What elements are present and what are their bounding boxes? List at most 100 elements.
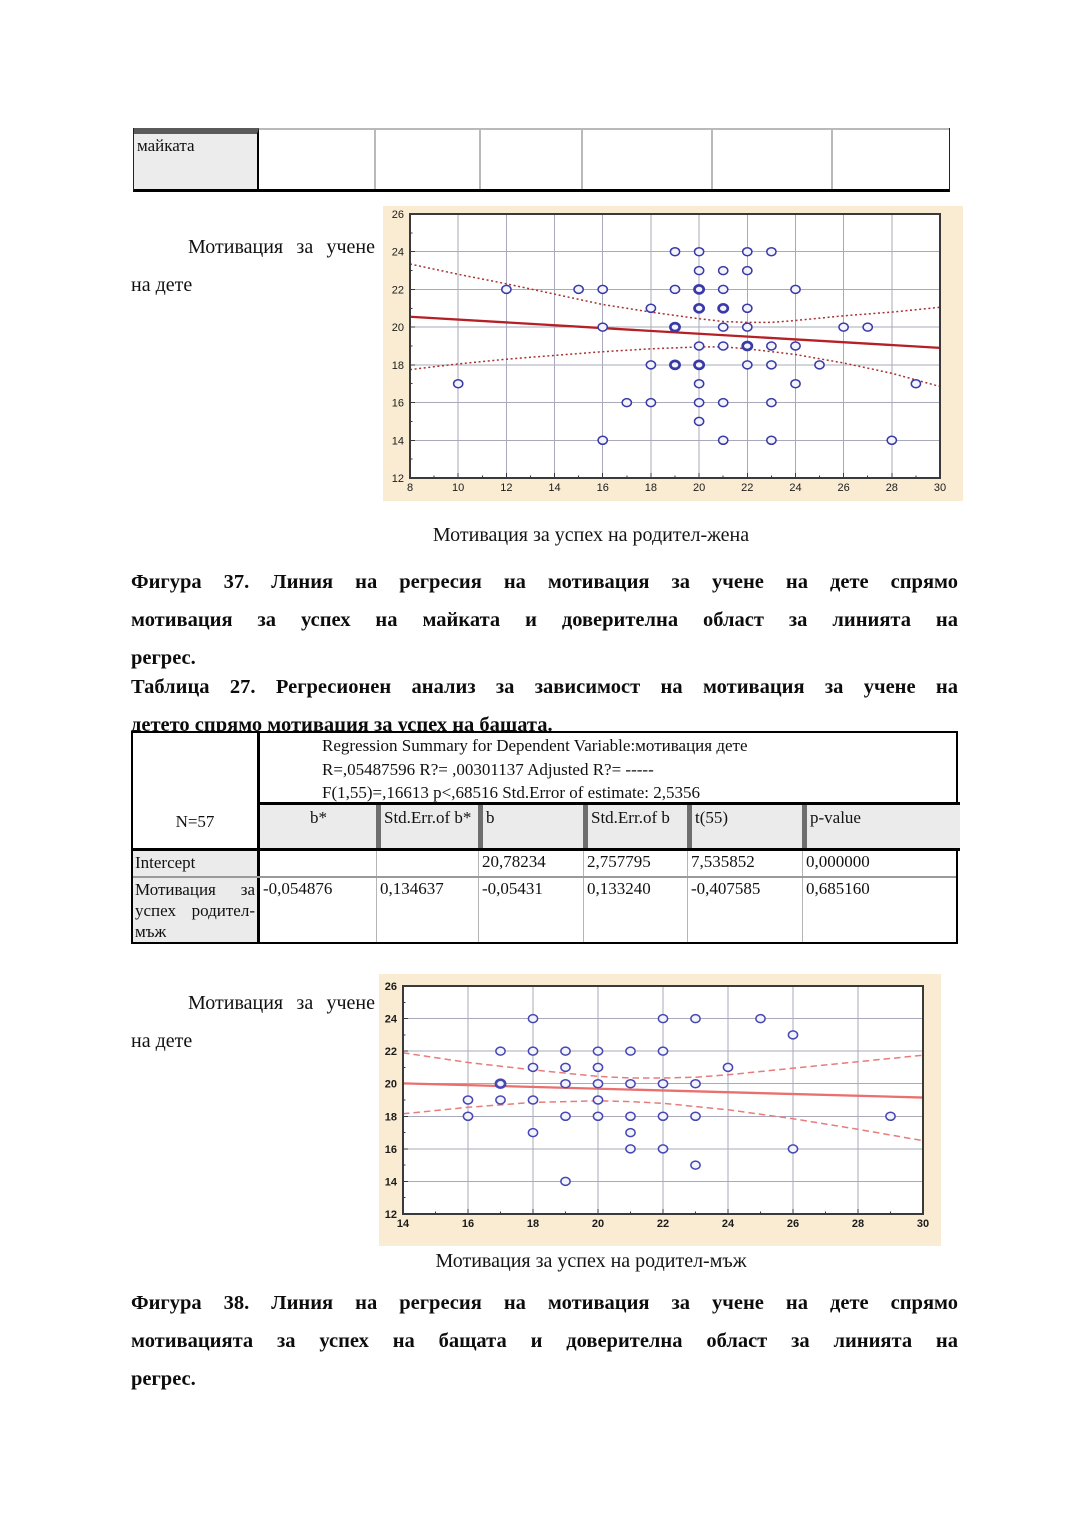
table-fragment-top: майката	[133, 128, 950, 192]
y-tick-label: 20	[392, 322, 404, 334]
figure38-caption-line: регрес.	[131, 1368, 196, 1390]
table-cell: 0,133240	[583, 878, 687, 942]
table27-caption-line: Таблица 27. Регресионен анализ за зависи…	[131, 676, 958, 698]
data-point	[717, 265, 729, 276]
row-label: Intercept	[133, 851, 260, 876]
data-points	[462, 1013, 896, 1187]
data-point	[657, 1144, 669, 1154]
data-point	[766, 246, 777, 257]
x-tick-label: 16	[462, 1218, 474, 1230]
y-tick-label: 24	[392, 247, 404, 259]
column-header-std-err-of-b: Std.Err.of b	[583, 805, 687, 848]
data-point	[560, 1062, 571, 1073]
x-tick-label: 28	[886, 482, 898, 494]
data-point	[669, 359, 681, 371]
x-tick-label: 26	[787, 1218, 799, 1230]
table-cell: 0,134637	[376, 878, 478, 942]
x-tick-label: 14	[397, 1218, 410, 1230]
data-point	[838, 322, 849, 332]
table27-caption: Таблица 27. Регресионен анализ за зависи…	[131, 668, 958, 744]
table-cell: -0,054876	[263, 879, 333, 898]
x-tick-label: 20	[693, 482, 705, 494]
data-point	[722, 1062, 734, 1073]
data-point	[669, 321, 681, 333]
figure38-caption-line: мотивацията за успех на бащата и доверит…	[131, 1330, 958, 1352]
table-row: Мотивация за успех родител-мъж -0,054876 0…	[133, 878, 956, 942]
data-point	[462, 1095, 474, 1105]
data-point	[741, 322, 753, 332]
data-point	[717, 435, 729, 446]
x-tick-label: 24	[722, 1218, 735, 1230]
data-point	[717, 397, 729, 408]
confidence-band-lower	[402, 1100, 924, 1142]
x-tick-label: 22	[657, 1218, 669, 1230]
x-tick-label: 24	[789, 482, 801, 494]
figure37-caption: Фигура 37. Линия на регресия на мотиваци…	[131, 563, 958, 677]
data-point	[693, 378, 705, 389]
data-point	[690, 1111, 701, 1122]
x-tick-label: 28	[852, 1218, 864, 1230]
scatter-chart-mother-svg: 8 10 12 14 16 18 20 22 24 26 28 30 12 14 16 18 20 22 24 26	[383, 206, 963, 501]
data-point	[766, 397, 777, 408]
data-point	[527, 1127, 539, 1138]
data-point	[717, 302, 730, 314]
data-point	[717, 341, 729, 351]
tick-labels: 8 10 12 14 16 18 20 22 24 26 28 30 12 14 16 18 20 22 24 26	[392, 209, 946, 494]
data-point	[862, 322, 874, 332]
x-tick-label: 30	[934, 482, 946, 494]
figure38-caption-line: Фигура 38. Линия на регресия на мотиваци…	[131, 1292, 958, 1314]
data-point	[693, 265, 705, 276]
y-tick-label: 24	[385, 1014, 398, 1026]
data-point	[790, 284, 801, 295]
data-point	[886, 435, 898, 446]
plot-frame	[409, 213, 941, 479]
regression-summary-line: F(1,55)=,16613 p<,68516 Std.Error of est…	[322, 783, 701, 802]
chart1-y-axis-label: Мотивация за учене на дете	[131, 236, 375, 296]
column-header-p-value: p-value	[802, 805, 960, 848]
data-point	[693, 359, 706, 371]
data-point	[693, 341, 705, 351]
data-point	[741, 340, 754, 352]
data-point	[741, 246, 753, 257]
x-tick-label: 16	[597, 482, 609, 494]
table-cell	[260, 851, 376, 876]
regression-line	[402, 1082, 924, 1099]
table27-caption-line: детето спрямо мотивация за успех на баща…	[131, 714, 553, 736]
x-tick-label: 12	[500, 482, 512, 494]
data-point	[592, 1046, 604, 1056]
data-point	[462, 1111, 474, 1122]
regression-summary-cell: Regression Summary for Dependent Variabl…	[260, 733, 960, 805]
data-point	[657, 1078, 669, 1089]
y-tick-label: 26	[392, 209, 404, 221]
data-point	[597, 435, 609, 446]
data-point	[625, 1127, 636, 1138]
data-point	[657, 1013, 669, 1024]
table-fragment-empty-cell	[713, 128, 833, 189]
data-point	[787, 1144, 799, 1154]
data-point	[527, 1013, 539, 1024]
data-point	[766, 341, 777, 351]
column-header-b-: b*	[310, 808, 327, 827]
data-point	[693, 416, 705, 427]
data-point	[741, 360, 753, 370]
data-point	[766, 360, 777, 370]
table-cell: 0,685160	[802, 878, 960, 942]
data-point	[452, 378, 464, 389]
chart1-x-axis-caption: Мотивация за успех на родител-жена	[432, 524, 750, 546]
data-point	[690, 1160, 701, 1170]
figure37-caption-line: регрес.	[131, 647, 196, 669]
data-point	[790, 341, 801, 351]
data-point	[592, 1111, 604, 1122]
regression-table-header-block: N=57 Regression Summary for Dependent Va…	[133, 733, 960, 851]
data-point	[527, 1095, 539, 1105]
table-cell: 0,000000	[802, 851, 960, 876]
y-tick-label: 18	[392, 360, 404, 372]
data-point	[573, 284, 584, 295]
scatter-chart-father: 14 16 18 20 22 24 26 28 30 12 14 16 18 20 22 24 26	[379, 974, 941, 1246]
data-point	[885, 1111, 896, 1122]
data-point	[592, 1078, 604, 1089]
data-point	[597, 322, 609, 332]
